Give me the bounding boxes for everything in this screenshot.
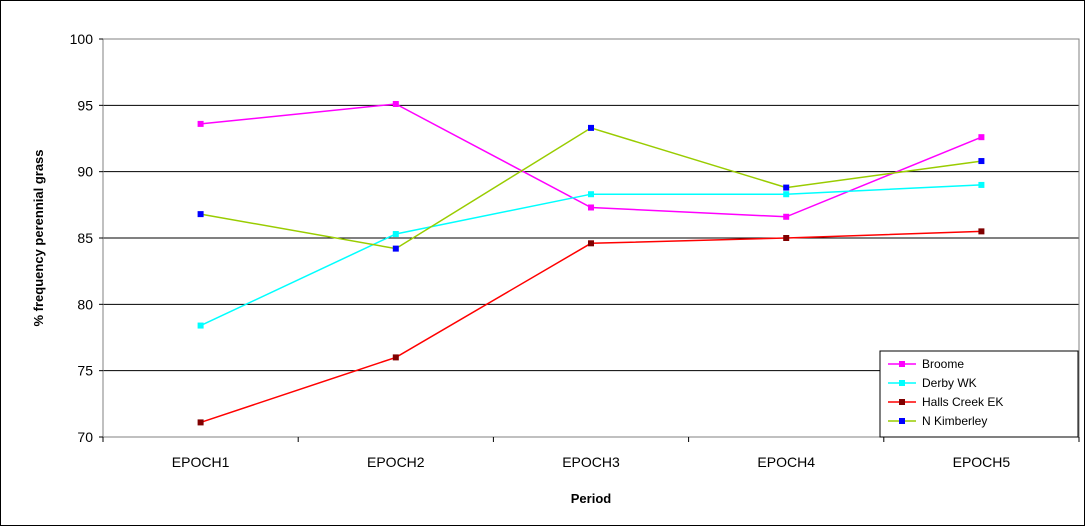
legend-label: Halls Creek EK <box>922 395 1003 409</box>
data-point <box>978 181 985 188</box>
y-tick-label: 75 <box>77 363 93 379</box>
data-point <box>197 419 204 426</box>
legend-label: Broome <box>922 357 964 371</box>
x-tick-label: EPOCH4 <box>757 454 815 470</box>
data-point <box>978 158 985 165</box>
data-point <box>588 191 594 198</box>
x-tick-label: EPOCH1 <box>172 454 230 470</box>
data-point <box>783 235 790 241</box>
data-point <box>392 231 399 238</box>
x-axis-label: Period <box>571 491 612 506</box>
legend-marker <box>899 380 905 386</box>
data-point <box>588 204 594 211</box>
data-point <box>392 354 399 361</box>
legend-marker <box>899 361 905 367</box>
data-point <box>392 101 399 108</box>
data-point <box>588 124 594 131</box>
x-tick-label: EPOCH2 <box>367 454 425 470</box>
data-point <box>978 228 985 235</box>
y-tick-label: 100 <box>70 31 94 47</box>
y-tick-label: 70 <box>77 429 93 445</box>
legend-box <box>879 350 1079 438</box>
data-point <box>783 191 790 198</box>
x-tick-label: EPOCH3 <box>562 454 620 470</box>
data-point <box>197 322 204 329</box>
y-tick-label: 80 <box>77 296 93 312</box>
legend-label: Derby WK <box>922 376 977 390</box>
series-line <box>200 103 982 218</box>
x-tick-label: EPOCH5 <box>953 454 1011 470</box>
series-group <box>197 101 985 426</box>
legend: Broome Derby WK Halls Creek EK N Kimberley <box>879 350 1079 438</box>
series-line <box>200 230 982 424</box>
legend-marker <box>899 418 905 424</box>
series-line <box>200 127 982 250</box>
y-tick-label: 85 <box>77 230 93 246</box>
legend-label: N Kimberley <box>922 414 987 428</box>
data-point <box>392 245 399 252</box>
data-point <box>588 240 594 247</box>
data-point <box>978 134 985 141</box>
y-axis-label: % frequency perennial grass <box>31 149 46 326</box>
x-axis-ticks: EPOCH1 EPOCH2 EPOCH3 EPOCH4 EPOCH5 <box>102 437 1080 470</box>
y-axis-ticks: 70 75 80 85 90 95 100 <box>70 31 103 445</box>
y-tick-label: 90 <box>77 164 93 180</box>
data-point <box>197 120 204 127</box>
y-tick-label: 95 <box>77 97 93 113</box>
legend-marker <box>899 399 905 405</box>
data-point <box>197 211 204 218</box>
data-point <box>783 184 790 191</box>
data-point <box>783 213 790 220</box>
